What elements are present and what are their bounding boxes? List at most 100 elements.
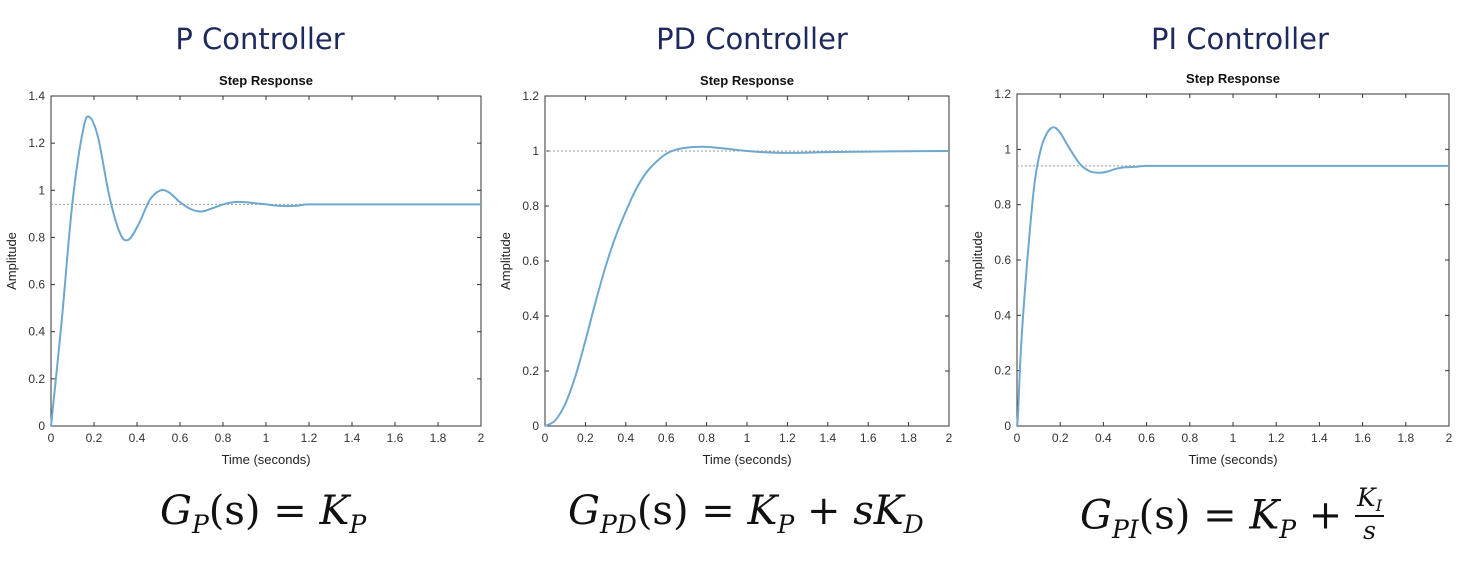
chart-0-ytick-label: 0.2 bbox=[28, 372, 45, 386]
chart-1-xtick-label: 2 bbox=[946, 431, 953, 445]
heading-pd-controller: PD Controller bbox=[656, 22, 848, 56]
formula-pi-fraction: KI s bbox=[1355, 483, 1385, 545]
chart-0-xlabel: Time (seconds) bbox=[221, 452, 310, 467]
formula-pi-eq: = bbox=[1203, 492, 1237, 539]
chart-0-xtick-label: 1.6 bbox=[387, 431, 404, 445]
formula-pd-eq: = bbox=[701, 488, 735, 534]
chart-1-ytick-label: 0.2 bbox=[522, 364, 539, 378]
chart-2-xtick-label: 1.2 bbox=[1268, 431, 1285, 445]
chart-0-xtick-label: 0.2 bbox=[86, 431, 103, 445]
chart-1-axes-box bbox=[544, 95, 950, 427]
formula-pd-k2-sub: D bbox=[903, 510, 924, 539]
chart-2-ytick-label: 0.4 bbox=[994, 308, 1011, 322]
formula-pi-num-k: K bbox=[1357, 483, 1376, 512]
chart-2-xtick-label: 0.6 bbox=[1138, 431, 1155, 445]
formula-pd: GPD(s) = KP + sKD bbox=[568, 488, 924, 539]
chart-0-xtick-label: 0 bbox=[48, 431, 55, 445]
chart-2-series-0-line bbox=[1016, 126, 1449, 427]
formula-p-k: K bbox=[319, 488, 350, 534]
chart-0: Step Response 0 0.2 0.4 0.6 0.8 1 1.2 1.4 1.6 1.8 2… bbox=[4, 73, 485, 467]
chart-2-ytick-label: 0 bbox=[1004, 419, 1011, 433]
chart-1-xtick-label: 0.6 bbox=[658, 431, 675, 445]
chart-0-ylabel: Amplitude bbox=[4, 232, 19, 290]
chart-0-xtick-label: 2 bbox=[478, 431, 485, 445]
chart-1-xlabel: Time (seconds) bbox=[702, 452, 791, 467]
chart-2-xlabel: Time (seconds) bbox=[1188, 452, 1277, 467]
formula-p-g: G bbox=[160, 488, 192, 534]
formula-pd-plus: + bbox=[806, 488, 841, 534]
chart-0-xtick-label: 1.8 bbox=[430, 431, 447, 445]
chart-1-ytick-label: 0.8 bbox=[522, 199, 539, 213]
step-response-charts: Step Response 0 0.2 0.4 0.6 0.8 1 1.2 1.4 1.6 1.8 2… bbox=[4, 71, 1453, 467]
chart-1-series-0-line bbox=[544, 145, 950, 427]
formula-pd-k2: K bbox=[873, 488, 904, 534]
chart-1-xtick-label: 1.4 bbox=[819, 431, 836, 445]
chart-2: Step Response 0 0.2 0.4 0.6 0.8 1 1.2 1.4 1.6 1.8 2… bbox=[970, 71, 1453, 467]
chart-0-xtick-label: 0.6 bbox=[172, 431, 189, 445]
chart-1-ytick-label: 0.6 bbox=[522, 254, 539, 268]
formula-p-k-sub: P bbox=[349, 510, 367, 539]
chart-2-ytick-label: 1 bbox=[1004, 142, 1011, 156]
chart-1-xtick-label: 0.4 bbox=[617, 431, 634, 445]
chart-1-ylabel: Amplitude bbox=[498, 232, 513, 290]
chart-2-xtick-label: 1.4 bbox=[1311, 431, 1328, 445]
formula-pi-g-sub: PI bbox=[1111, 514, 1139, 544]
formula-pd-k-sub: P bbox=[777, 510, 795, 539]
formula-pi-denominator: s bbox=[1363, 516, 1376, 545]
chart-0-ytick-label: 1 bbox=[38, 183, 45, 197]
chart-0-ytick-label: 0 bbox=[38, 419, 45, 433]
chart-2-xtick-label: 1 bbox=[1230, 431, 1237, 445]
chart-0-axes-box bbox=[50, 95, 482, 427]
chart-0-xtick-label: 1.4 bbox=[344, 431, 361, 445]
formula-pd-g: G bbox=[568, 488, 600, 534]
chart-2-xtick-label: 0 bbox=[1014, 431, 1021, 445]
formula-pi-numerator: KI bbox=[1355, 483, 1385, 517]
formula-pd-k: K bbox=[747, 488, 778, 534]
formula-pi-num-sub: I bbox=[1375, 496, 1383, 515]
chart-1-ytick-label: 0 bbox=[532, 419, 539, 433]
formula-p: GP(s) = KP bbox=[160, 488, 366, 539]
chart-2-xtick-label: 0.8 bbox=[1181, 431, 1198, 445]
formula-pi: GPI(s) = K P + KI s bbox=[1080, 484, 1385, 549]
chart-0-ytick-label: 0.6 bbox=[28, 278, 45, 292]
formula-pi-plus: + bbox=[1308, 492, 1343, 539]
chart-1-xtick-label: 1 bbox=[744, 431, 751, 445]
chart-2-xtick-label: 0.4 bbox=[1095, 431, 1112, 445]
chart-0-ytick-label: 1.2 bbox=[28, 136, 45, 150]
chart-2-ytick-label: 0.8 bbox=[994, 198, 1011, 212]
chart-1-title: Step Response bbox=[700, 73, 794, 88]
formula-pi-arg: (s) bbox=[1138, 492, 1191, 539]
chart-0-series-0-line bbox=[50, 115, 481, 427]
heading-pi-controller: PI Controller bbox=[1151, 22, 1329, 56]
chart-2-xtick-label: 1.8 bbox=[1397, 431, 1414, 445]
chart-0-ytick-label: 0.4 bbox=[28, 325, 45, 339]
chart-1-ytick-label: 1 bbox=[532, 144, 539, 158]
formula-p-eq: = bbox=[273, 488, 307, 534]
chart-1-xtick-label: 0.2 bbox=[577, 431, 594, 445]
chart-2-ytick-label: 0.6 bbox=[994, 253, 1011, 267]
chart-2-xtick-label: 1.6 bbox=[1354, 431, 1371, 445]
chart-2-title: Step Response bbox=[1186, 71, 1280, 86]
chart-1-ytick-label: 1.2 bbox=[522, 89, 539, 103]
chart-1-xtick-label: 1.8 bbox=[900, 431, 917, 445]
formula-pi-g: G bbox=[1080, 492, 1112, 539]
chart-1-xtick-label: 1.6 bbox=[860, 431, 877, 445]
chart-1-xtick-label: 0 bbox=[542, 431, 549, 445]
chart-1-xtick-label: 1.2 bbox=[779, 431, 796, 445]
formula-pd-arg: (s) bbox=[636, 488, 689, 534]
chart-0-xtick-label: 1.2 bbox=[301, 431, 318, 445]
formula-pd-g-sub: PD bbox=[599, 510, 637, 539]
chart-1-xtick-label: 0.8 bbox=[698, 431, 715, 445]
chart-2-axes-box bbox=[1016, 93, 1450, 427]
chart-0-xtick-label: 1 bbox=[263, 431, 270, 445]
heading-p-controller: P Controller bbox=[175, 22, 345, 56]
chart-2-xtick-label: 0.2 bbox=[1052, 431, 1069, 445]
chart-2-ytick-label: 0.2 bbox=[994, 364, 1011, 378]
formula-p-g-sub: P bbox=[191, 510, 209, 539]
chart-0-xtick-label: 0.4 bbox=[129, 431, 146, 445]
formula-pi-k-sub: P bbox=[1279, 514, 1297, 544]
chart-1: Step Response 0 0.2 0.4 0.6 0.8 1 1.2 1.4 1.6 1.8 2… bbox=[498, 73, 953, 467]
formula-p-arg: (s) bbox=[208, 488, 261, 534]
chart-0-xtick-label: 0.8 bbox=[215, 431, 232, 445]
formula-pd-s: s bbox=[853, 488, 874, 534]
